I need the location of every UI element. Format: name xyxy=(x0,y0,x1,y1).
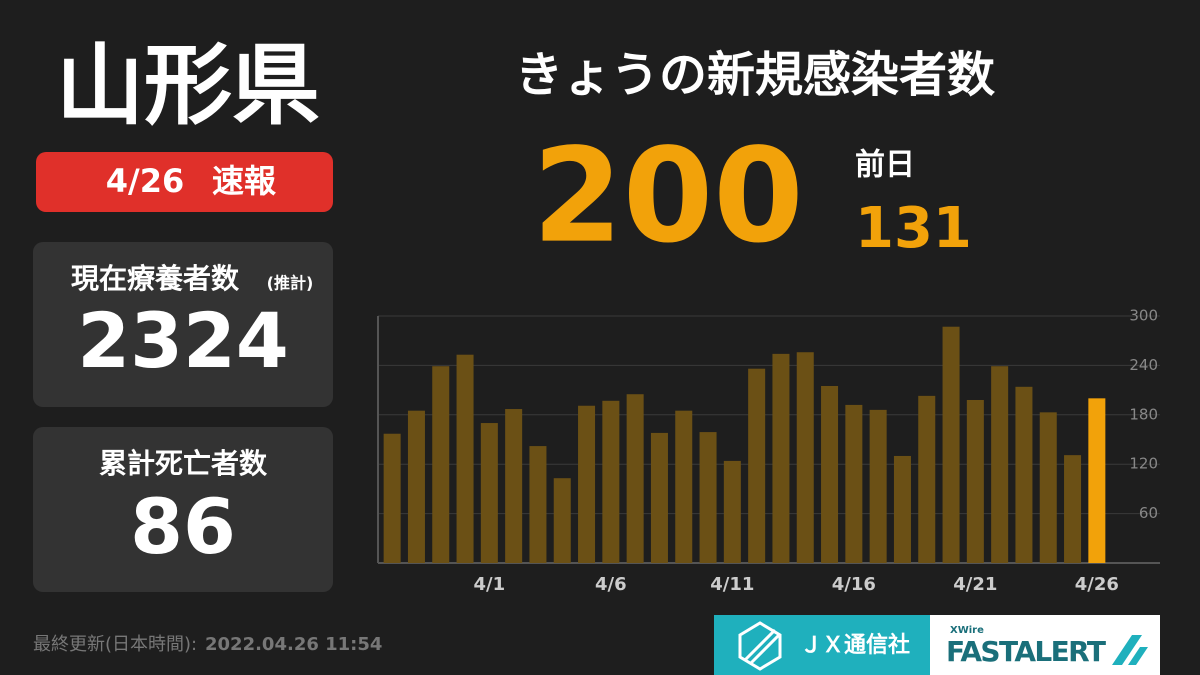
bar xyxy=(748,368,766,563)
bar xyxy=(505,409,523,563)
brand2: FASTALERT xyxy=(946,635,1106,668)
y-tick-label: 120 xyxy=(1129,455,1158,473)
bar xyxy=(893,455,911,563)
bar xyxy=(650,432,668,563)
panel xyxy=(33,427,333,592)
chart: 60 120 180 240 300 4/1 4/6 4/11 4/16 4/21 4/26 xyxy=(377,307,1160,595)
x-tick-label: 4/21 xyxy=(953,574,997,595)
bar xyxy=(602,400,620,563)
brand1: ＪＸ通信社 xyxy=(800,632,910,658)
bar xyxy=(553,478,571,563)
bar xyxy=(991,366,1009,563)
x-tick-label: 4/11 xyxy=(710,574,754,595)
bar xyxy=(821,385,839,563)
bar xyxy=(456,354,474,563)
bar xyxy=(675,410,693,563)
bar xyxy=(1015,386,1033,563)
x-tick-label: 4/1 xyxy=(474,574,506,595)
x-tick-label: 4/16 xyxy=(832,574,876,595)
panel-value: 2324 xyxy=(77,296,289,385)
bar xyxy=(407,410,425,563)
bar xyxy=(699,432,717,563)
updated-label: 最終更新(日本時間): xyxy=(33,634,197,655)
panel-label: 現在療養者数 xyxy=(71,262,240,295)
bar xyxy=(626,394,644,563)
y-tick-label: 60 xyxy=(1139,504,1158,522)
bar xyxy=(845,404,863,563)
panel-label: 累計死亡者数 xyxy=(99,447,268,480)
bar xyxy=(529,446,547,563)
bar xyxy=(796,352,814,563)
previous-label: 前日 xyxy=(855,148,915,183)
brand2-small: XWire xyxy=(950,625,984,636)
bar xyxy=(480,423,498,563)
bar xyxy=(918,395,936,563)
y-tick-label: 240 xyxy=(1129,356,1158,374)
bar xyxy=(432,366,450,563)
badge: 速報 xyxy=(212,162,276,200)
bar xyxy=(723,460,741,563)
x-tick-label: 4/6 xyxy=(595,574,627,595)
bar xyxy=(772,353,790,563)
badge-box xyxy=(36,152,333,212)
brand-icon xyxy=(738,621,782,671)
brand2-icon xyxy=(1112,635,1148,665)
date: 4/26 xyxy=(106,162,184,200)
bar xyxy=(869,409,887,563)
bar xyxy=(942,326,960,563)
panel-note: (推計) xyxy=(267,274,314,293)
panel-value: 86 xyxy=(130,482,236,571)
headline-title: きょうの新規感染者数 xyxy=(515,47,995,103)
bar xyxy=(383,433,401,563)
y-tick-label: 180 xyxy=(1129,405,1158,423)
panel xyxy=(33,242,333,407)
updated: 2022.04.26 11:54 xyxy=(205,634,382,655)
brand-box xyxy=(714,615,930,675)
headline-value: 200 xyxy=(532,120,803,272)
x-tick-label: 4/26 xyxy=(1075,574,1119,595)
bar xyxy=(1039,412,1057,563)
previous-value: 131 xyxy=(855,196,972,261)
y-tick-label: 300 xyxy=(1129,307,1158,325)
bar xyxy=(966,399,984,563)
prefecture: 山形県 xyxy=(56,34,320,137)
bar xyxy=(1088,398,1106,563)
bar xyxy=(578,405,596,563)
bar xyxy=(1064,455,1082,563)
